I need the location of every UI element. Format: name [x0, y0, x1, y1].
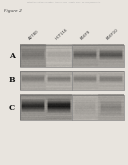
Text: HCT116: HCT116 [54, 27, 68, 40]
Text: Patent Application Publication   Aug. 28, 2014   Sheet 1 of 24   US 2014/0234887: Patent Application Publication Aug. 28, … [27, 1, 101, 3]
Text: A: A [9, 52, 14, 60]
Bar [20, 95, 124, 120]
Bar [20, 71, 124, 90]
Text: C: C [8, 104, 15, 112]
Text: B16F9: B16F9 [80, 29, 92, 40]
Text: Figure 2: Figure 2 [4, 9, 22, 13]
Text: B: B [8, 76, 15, 84]
Text: A2780: A2780 [28, 29, 40, 40]
Bar [20, 45, 124, 67]
Text: B16F10: B16F10 [106, 28, 120, 40]
